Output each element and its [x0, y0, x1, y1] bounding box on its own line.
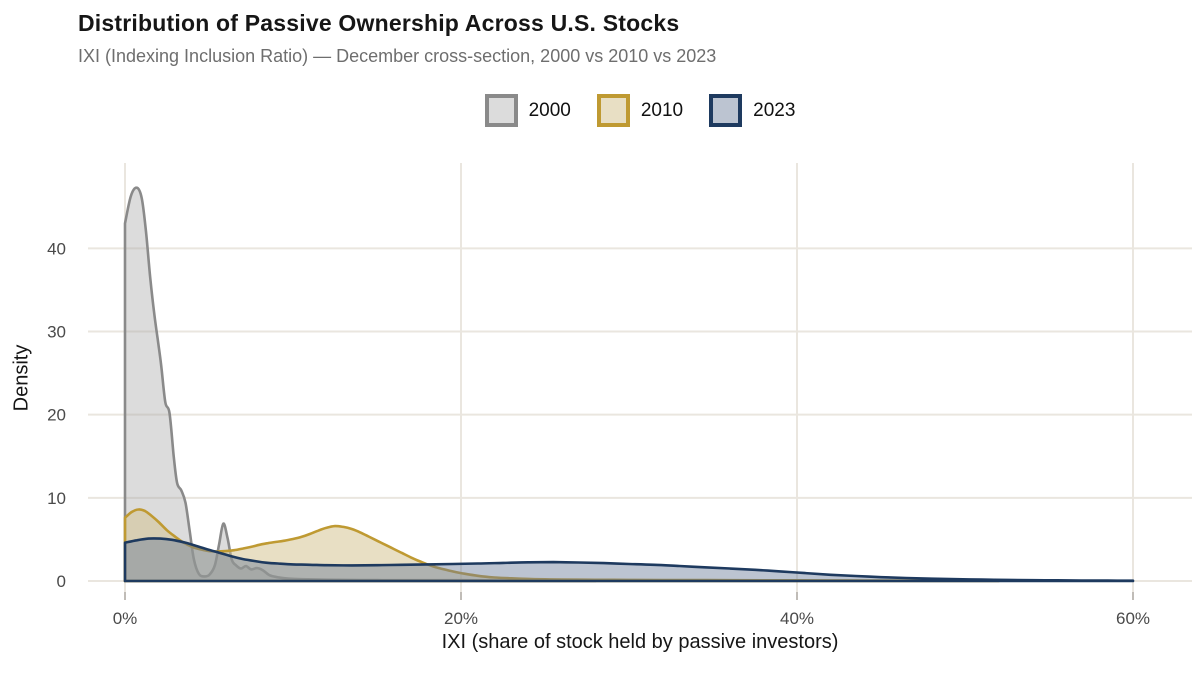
legend-item-2000: 2000 [484, 94, 571, 127]
legend-key-2023 [709, 94, 743, 127]
legend-key-2000 [484, 94, 518, 127]
y-tick-label: 40 [47, 239, 66, 258]
y-tick-label: 20 [47, 406, 66, 425]
chart-title: Distribution of Passive Ownership Across… [78, 10, 680, 36]
x-tick-label: 20% [444, 609, 478, 628]
legend-label-2023: 2023 [753, 99, 796, 121]
legend-key-2010 [596, 94, 630, 127]
x-tick-label: 0% [113, 609, 138, 628]
legend-label-2010: 2010 [640, 99, 684, 121]
chart-subtitle: IXI (Indexing Inclusion Ratio) — Decembe… [78, 46, 717, 66]
x-axis: 0% 20% 40% 60% [113, 592, 1150, 628]
x-tick-label: 40% [780, 609, 814, 628]
y-tick-label: 0 [57, 572, 66, 591]
legend-item-2010: 2010 [596, 94, 684, 127]
legend-item-2023: 2023 [709, 94, 795, 127]
x-axis-title: IXI (share of stock held by passive inve… [441, 631, 839, 653]
series-2023 [123, 537, 1135, 583]
y-tick-label: 30 [47, 323, 66, 342]
series-2000 [123, 186, 597, 583]
legend: 2000 2010 2023 [80, 94, 1200, 127]
y-axis: 0 10 20 30 40 [47, 239, 66, 591]
legend-label-2000: 2000 [528, 99, 571, 121]
y-axis-title: Density [10, 344, 33, 412]
x-tick-label: 60% [1116, 609, 1150, 628]
gridlines [88, 163, 1192, 592]
y-tick-label: 10 [47, 489, 66, 508]
